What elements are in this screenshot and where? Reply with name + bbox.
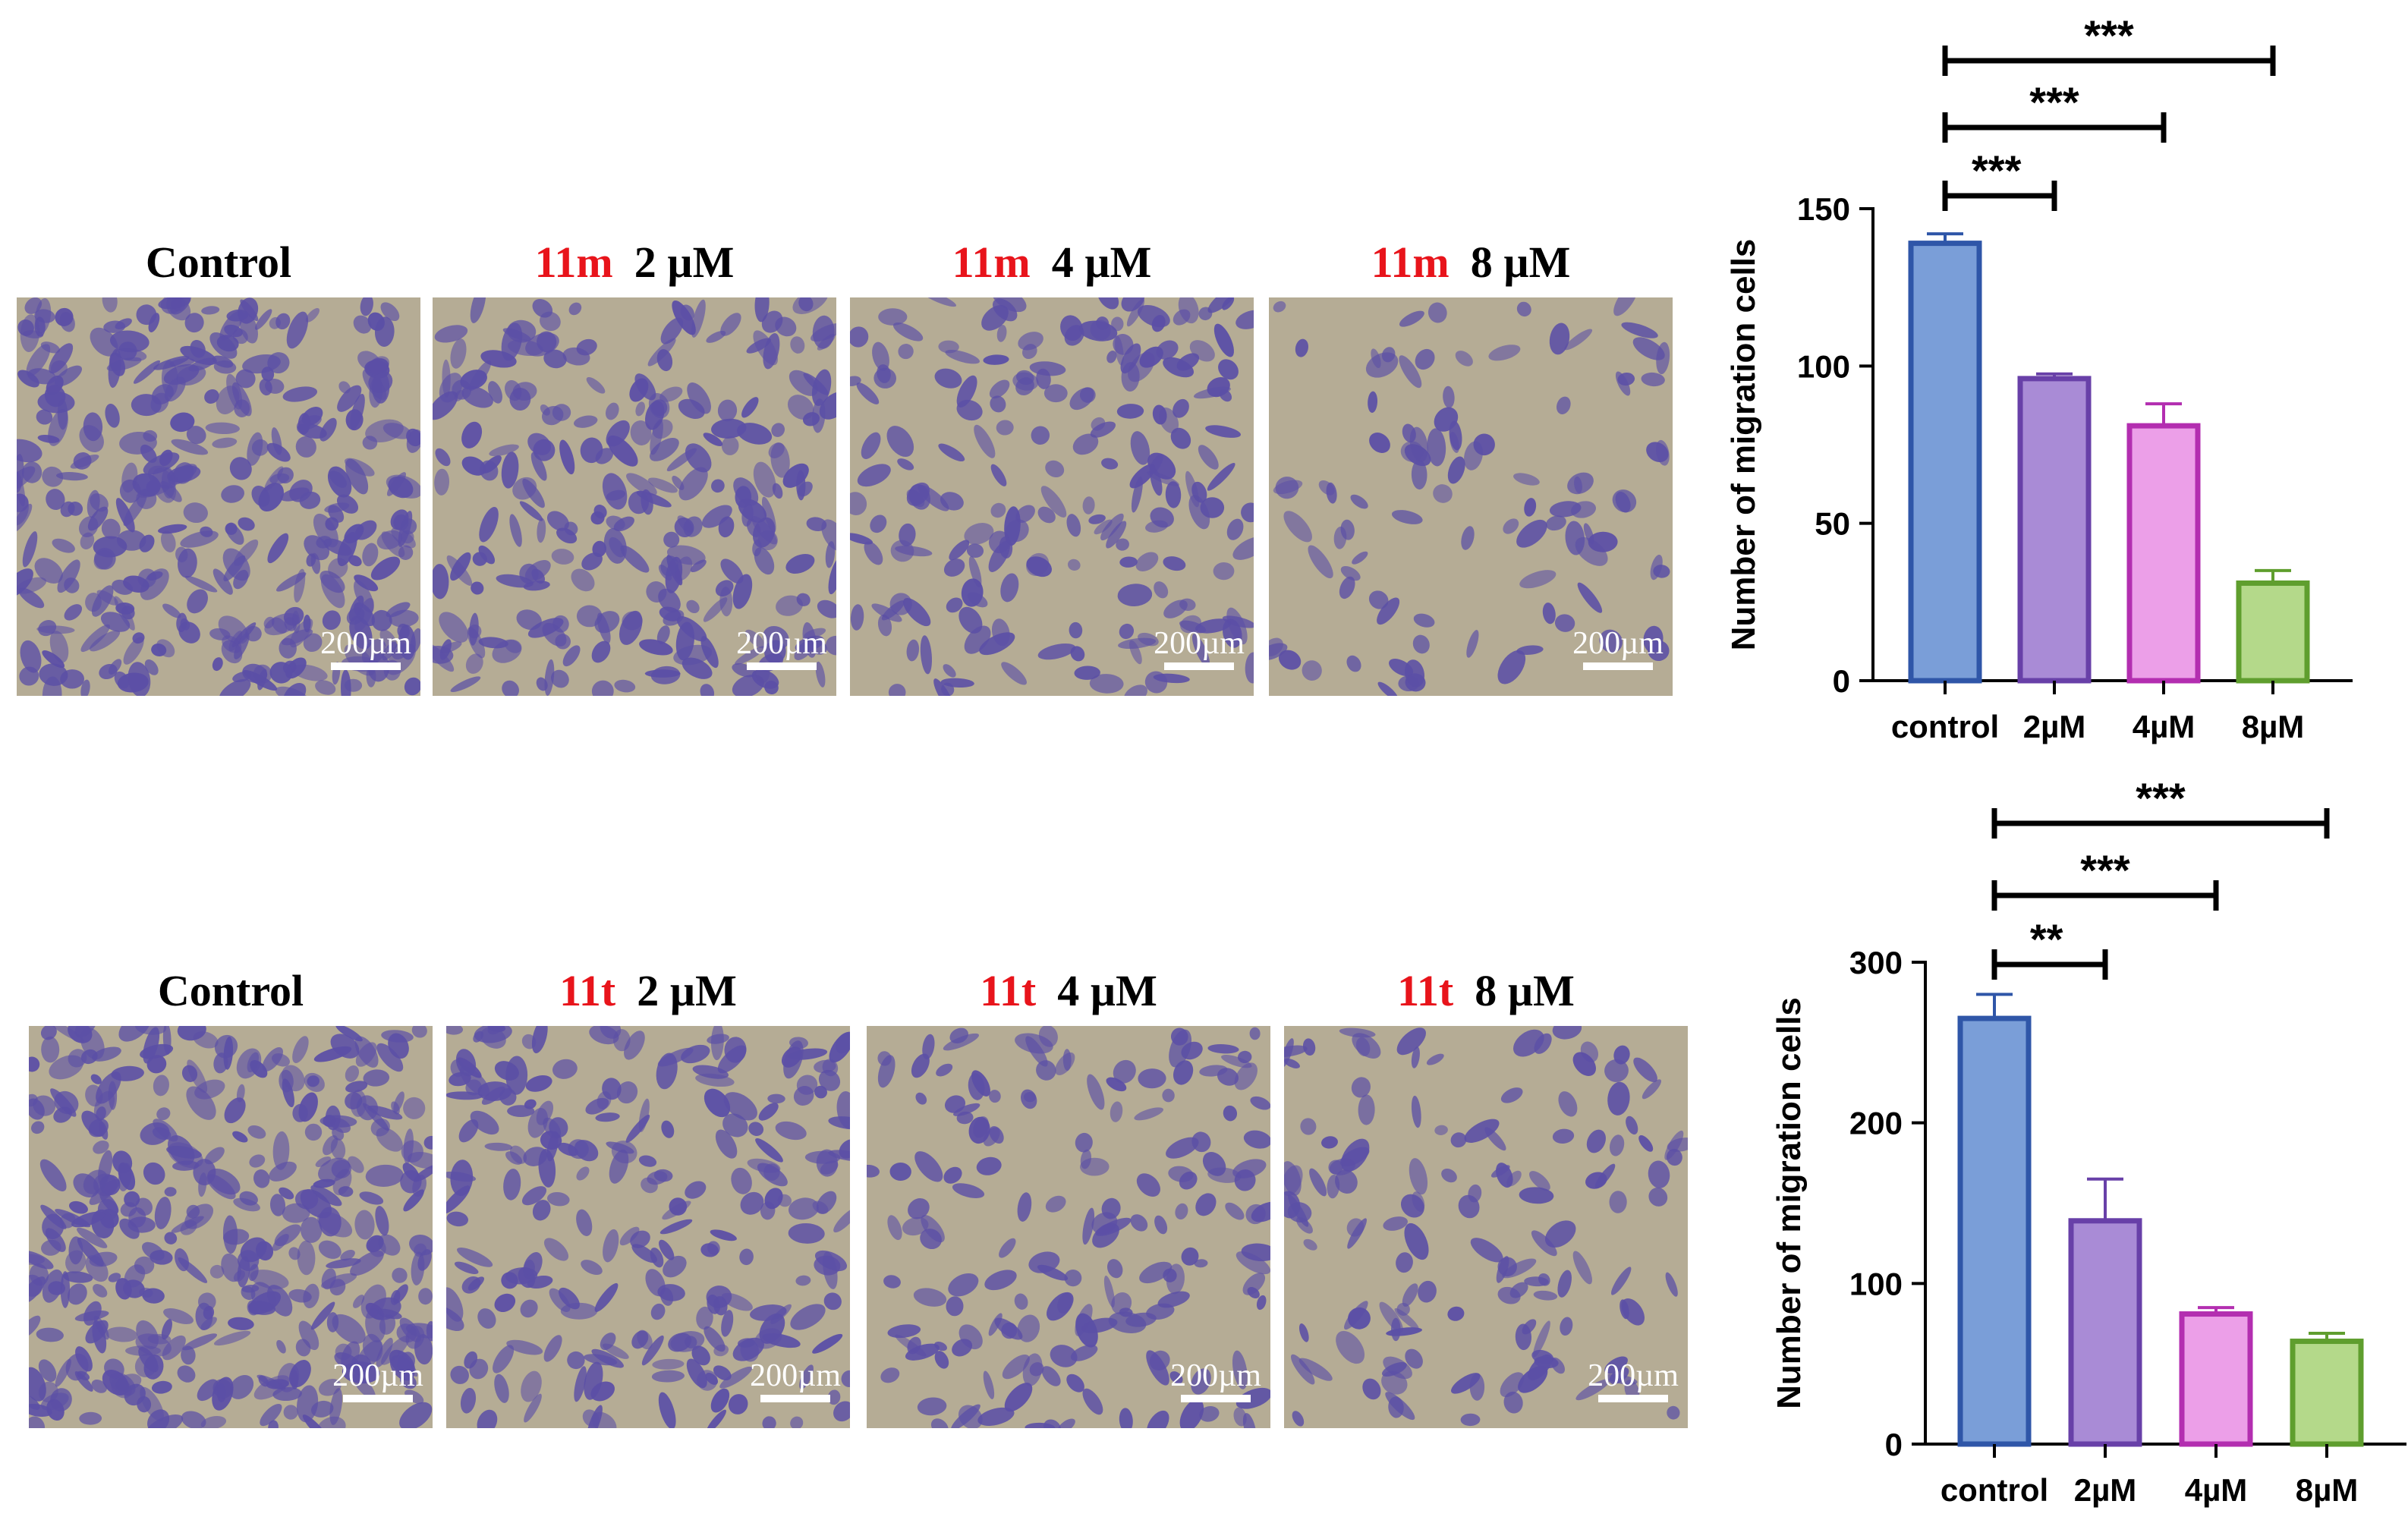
significance-label: *** (2136, 774, 2186, 822)
stained-cells (446, 1026, 850, 1428)
y-tick-label: 100 (1849, 1266, 1903, 1301)
dose-label: 8 µM (1475, 966, 1575, 1015)
significance-label: ** (2030, 915, 2063, 963)
compound-name: 11t (980, 966, 1037, 1015)
micrograph-panel: 200µm 11t 4 µM (867, 966, 1270, 1428)
scale-bar (747, 662, 817, 670)
micrograph-panel: 200µm Control (17, 238, 420, 696)
compound-name: 11t (1397, 966, 1454, 1015)
scale-bar-label: 200µm (1154, 626, 1245, 661)
scale-bar-label: 200µm (320, 626, 411, 661)
x-tick-label: 8µM (2296, 1472, 2359, 1508)
dose-label: 8 µM (1471, 238, 1571, 287)
stained-cells (850, 297, 1254, 696)
y-tick-label: 0 (1885, 1427, 1903, 1462)
bar (2236, 580, 2310, 684)
compound-name: 11m (1371, 238, 1450, 287)
panel-title: 11t 8 µM (1397, 966, 1575, 1015)
x-tick-label: 2µM (2023, 709, 2086, 744)
dose-label: 2 µM (637, 966, 737, 1015)
scale-bar (343, 1395, 413, 1402)
dose-label: Control (158, 966, 304, 1015)
x-tick-label: control (1941, 1472, 2048, 1508)
scale-bar-label: 200µm (1588, 1358, 1679, 1393)
scale-bar (331, 662, 401, 670)
stained-cells (433, 297, 836, 696)
bar (1957, 1015, 2032, 1447)
bar (2179, 1311, 2253, 1447)
y-axis-label: Number of migration cells (1771, 997, 1808, 1409)
scale-bar-label: 200µm (750, 1358, 841, 1393)
scale-bar-label: 200µm (1170, 1358, 1261, 1393)
dose-label: 4 µM (1057, 966, 1157, 1015)
stained-cells (867, 1026, 1270, 1428)
scale-bar-label: 200µm (736, 626, 827, 661)
significance-label: *** (2029, 78, 2079, 126)
compound-name: 11m (535, 238, 613, 287)
significance-label: *** (2084, 11, 2134, 59)
significance-label: *** (1972, 146, 2022, 194)
bar (2068, 1218, 2142, 1447)
panel-title: 11t 4 µM (980, 966, 1157, 1015)
micrograph-panel: 200µm 11t 8 µM (1284, 966, 1688, 1428)
scale-bar (1181, 1395, 1251, 1402)
panel-title: Control (146, 238, 291, 287)
compound-name: 11t (559, 966, 616, 1015)
scale-bar (1583, 662, 1653, 670)
bar (2290, 1339, 2364, 1447)
micrograph-panel: 200µm 11m 8 µM (1269, 238, 1673, 696)
micrograph-panel: 200µm Control (29, 966, 433, 1428)
y-tick-label: 100 (1797, 348, 1850, 384)
y-tick-label: 0 (1833, 663, 1850, 699)
scale-bar-label: 200µm (332, 1358, 423, 1393)
x-tick-label: 4µM (2185, 1472, 2248, 1508)
x-tick-label: 4µM (2133, 709, 2196, 744)
stained-cells (29, 1026, 433, 1428)
scale-bar (1598, 1395, 1668, 1402)
scale-bar-label: 200µm (1572, 626, 1664, 661)
dose-label: 4 µM (1052, 238, 1152, 287)
stained-cells (1284, 1026, 1688, 1427)
significance-label: *** (2080, 846, 2130, 894)
x-tick-label: 2µM (2074, 1472, 2137, 1508)
scale-bar (760, 1395, 830, 1402)
micrograph-panel: 200µm 11m 4 µM (850, 238, 1254, 696)
bar-chart-11m: 0 50 100 150 Number of migration cells contro… (1725, 11, 2353, 744)
dose-label: 2 µM (634, 238, 735, 287)
micrograph-panel: 200µm 11m 2 µM (433, 238, 836, 696)
stained-cells (1269, 297, 1670, 696)
compound-name: 11m (952, 238, 1031, 287)
bar (2017, 376, 2092, 684)
y-tick-label: 150 (1797, 191, 1850, 227)
panel-title: 11m 2 µM (535, 238, 735, 287)
dose-label: Control (146, 238, 291, 287)
y-tick-label: 50 (1815, 506, 1850, 542)
bar (1908, 241, 1982, 684)
panel-title: 11t 2 µM (559, 966, 737, 1015)
y-tick-label: 200 (1849, 1106, 1903, 1141)
x-tick-label: 8µM (2242, 709, 2305, 744)
panel-title: Control (158, 966, 304, 1015)
x-tick-label: control (1891, 709, 1999, 744)
panel-title: 11m 4 µM (952, 238, 1152, 287)
y-axis-label: Number of migration cells (1725, 239, 1762, 651)
y-tick-label: 300 (1849, 945, 1903, 980)
bar (2126, 423, 2201, 684)
bar-chart-11t: 0 100 200 300 Number of migration cells contr… (1771, 774, 2406, 1508)
scale-bar (1164, 662, 1234, 670)
micrograph-panel: 200µm 11t 2 µM (446, 966, 850, 1428)
panel-title: 11m 8 µM (1371, 238, 1571, 287)
